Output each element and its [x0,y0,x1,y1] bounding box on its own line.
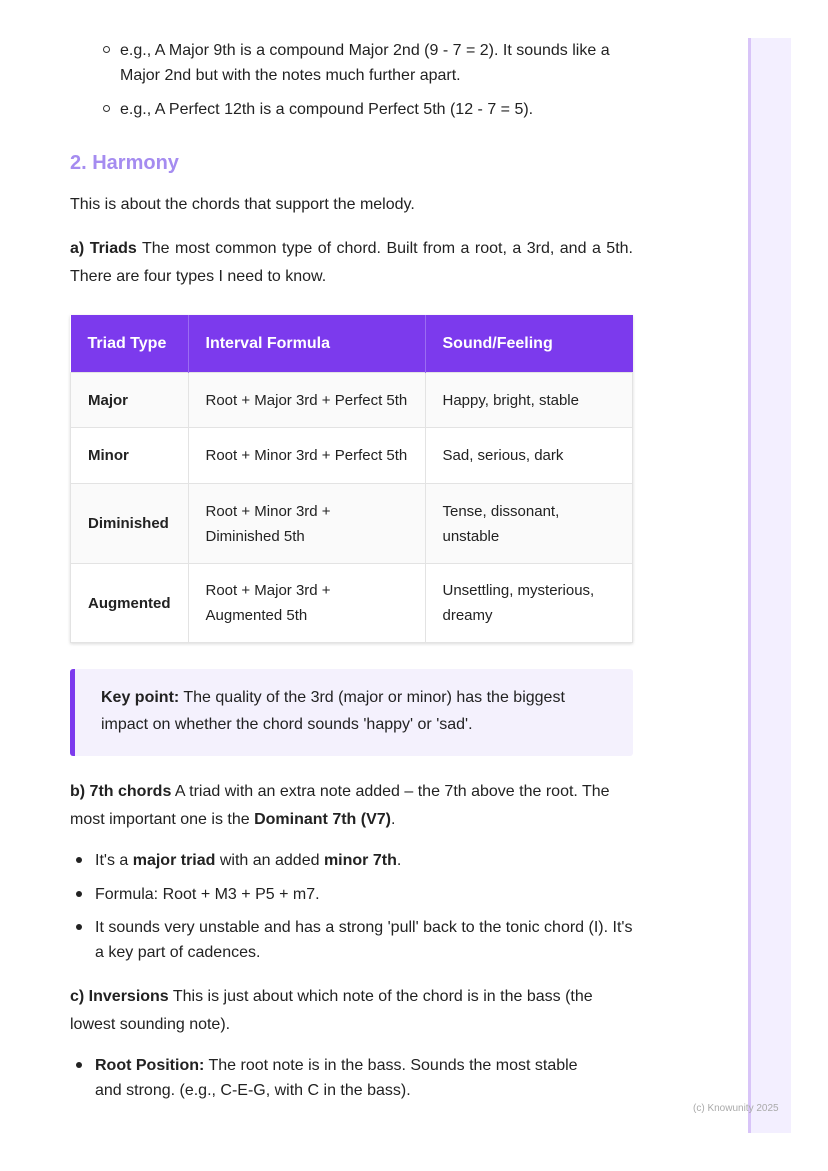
sevenths-paragraph: b) 7th chords A triad with an extra note… [70,778,633,834]
sevenths-bullet-2: Formula: Root + M3 + P5 + m7. [95,886,320,903]
dominant-7th: Dominant 7th (V7) [254,811,391,828]
t: with an added [215,852,324,869]
bullet-icon [76,924,82,930]
bullet-icon [103,46,110,53]
sevenths-text: A triad with an extra note added – the 7… [70,783,610,828]
cell: Major [70,372,189,428]
key-point-callout: Key point: The quality of the 3rd (major… [70,669,633,756]
triads-label: a) Triads [70,240,137,257]
cell: Unsettling, mysterious, dreamy [424,563,633,643]
header-sound-feeling: Sound/Feeling [425,315,633,373]
cell: Root + Minor 3rd + Diminished 5th [187,483,426,564]
key-point-label: Key point: [101,689,180,706]
triads-table: Triad Type Interval Formula Sound/Feelin… [70,315,633,643]
inversions-paragraph: c) Inversions This is just about which n… [70,983,640,1039]
t: major triad [132,852,216,869]
bullet-icon [103,105,110,112]
header-triad-type: Triad Type [70,315,189,373]
table-row: Diminished Root + Minor 3rd + Diminished … [70,483,633,564]
cell: Diminished [70,483,189,564]
harmony-intro: This is about the chords that support th… [70,196,415,213]
cell: Root + Minor 3rd + Perfect 5th [187,427,426,484]
example-compound-9th: e.g., A Major 9th is a compound Major 2n… [120,42,610,84]
punct: . [390,811,396,828]
example-compound-12th: e.g., A Perfect 12th is a compound Perfe… [120,101,534,118]
sevenths-bullet-1: It's a major triad with an added minor 7… [95,848,401,873]
t: The root note is in the bass. Sounds the… [95,1057,578,1099]
t: . [396,852,402,869]
section-heading: 2. Harmony [70,152,179,174]
triads-text: The most common type of chord. Built fro… [70,240,633,285]
sidebar-panel [748,38,791,1133]
table-row: Major Root + Major 3rd + Perfect 5th Happy… [70,372,633,428]
table-row: Augmented Root + Major 3rd + Augmented 5t… [70,563,633,643]
cell: Minor [70,427,189,484]
cell: Sad, serious, dark [424,427,633,484]
cell: Tense, dissonant, unstable [424,483,633,564]
table-row: Minor Root + Minor 3rd + Perfect 5th Sad, … [70,427,633,484]
cell: Augmented [70,563,189,643]
cell: Root + Major 3rd + Augmented 5th [187,563,426,643]
key-point-text: The quality of the 3rd (major or minor) … [101,689,565,733]
t: It's a [95,852,133,869]
inversions-label: c) Inversions [70,988,169,1005]
bullet-icon [76,1062,82,1068]
t: minor 7th [323,852,397,869]
table-header: Triad Type Interval Formula Sound/Feelin… [70,315,633,373]
sevenths-label: b) 7th chords [70,783,172,800]
bullet-icon [76,857,82,863]
inversions-text: This is just about which note of the cho… [70,988,593,1033]
triads-paragraph: a) Triads The most common type of chord.… [70,235,633,291]
inversion-bullet-root: Root Position: The root note is in the b… [95,1053,605,1103]
sevenths-bullet-3: It sounds very unstable and has a strong… [95,919,633,961]
footer-copyright: (c) Knowunity 2025 [693,1103,779,1114]
cell: Root + Major 3rd + Perfect 5th [187,372,426,428]
cell: Happy, bright, stable [424,372,633,428]
header-interval-formula: Interval Formula [188,315,426,373]
bullet-icon [76,891,82,897]
t: Root Position: [95,1057,205,1074]
